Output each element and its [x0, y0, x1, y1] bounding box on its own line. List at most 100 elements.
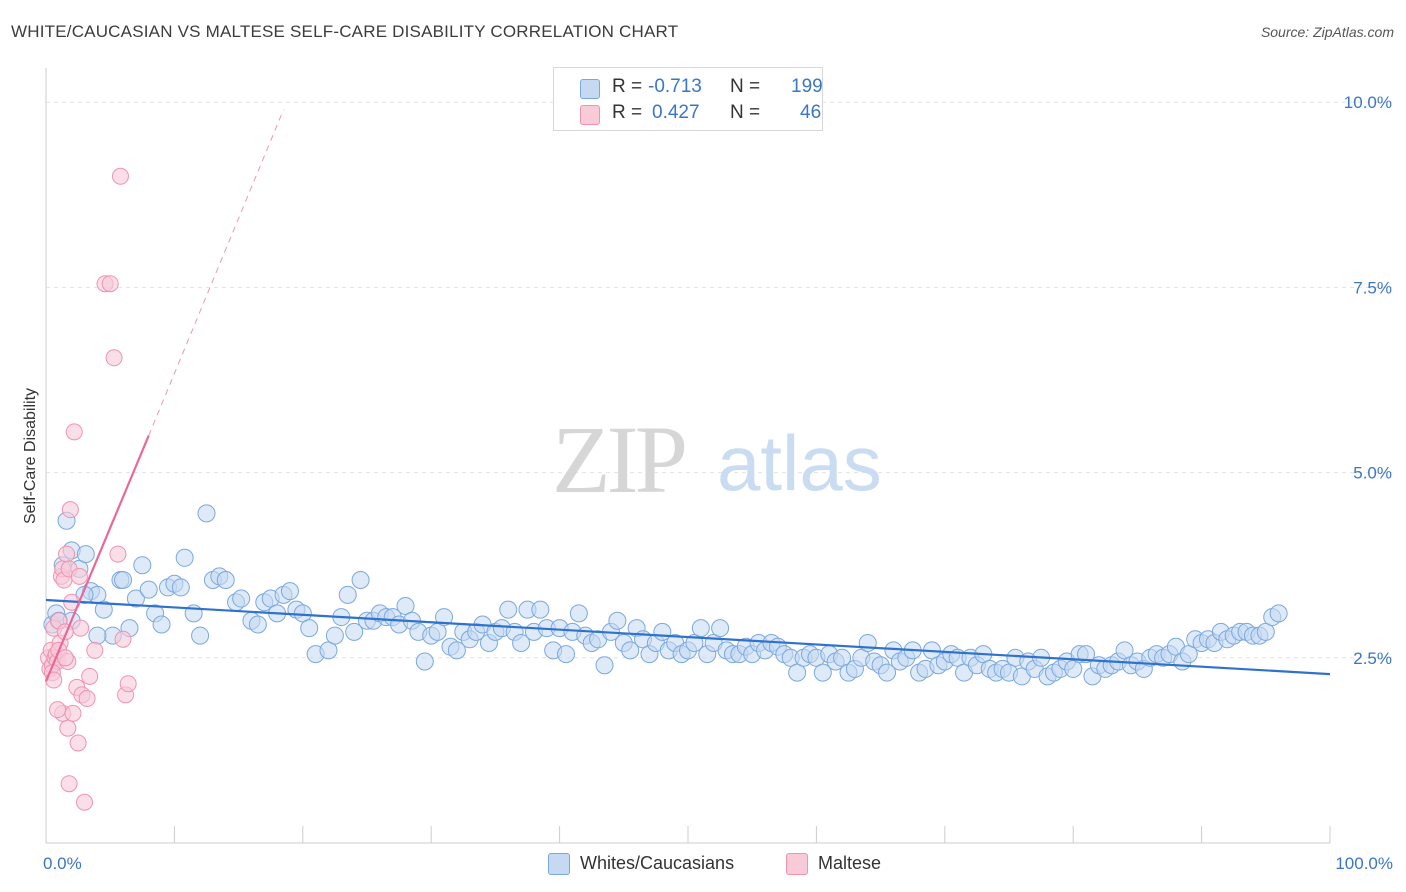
- data-point-whites: [175, 548, 194, 567]
- data-point-whites: [197, 504, 216, 523]
- y-tick-label: 7.5%: [1353, 278, 1392, 297]
- data-point-whites: [711, 619, 730, 638]
- legend-n-label: N =: [730, 102, 761, 123]
- data-point-maltese: [61, 501, 79, 519]
- watermark: ZIP atlas: [552, 406, 882, 513]
- watermark-atlas: atlas: [717, 419, 882, 507]
- data-point-maltese: [119, 675, 137, 693]
- source-label: Source: ZipAtlas.com: [1260, 24, 1394, 40]
- data-point-whites: [557, 645, 576, 664]
- legend-swatch-maltese: [580, 105, 600, 125]
- data-point-whites: [1077, 645, 1096, 664]
- data-point-maltese: [78, 690, 96, 708]
- chart-title: WHITE/CAUCASIAN VS MALTESE SELF-CARE DIS…: [11, 22, 679, 41]
- data-point-maltese: [101, 275, 119, 293]
- data-point-whites: [499, 600, 518, 619]
- data-point-whites: [139, 580, 158, 599]
- data-point-whites: [319, 641, 338, 660]
- trend-line-maltese: [44, 435, 150, 682]
- x-tick-label: 100.0%: [1335, 854, 1393, 873]
- data-point-maltese: [49, 701, 67, 719]
- data-point-maltese: [76, 793, 94, 811]
- data-point-whites: [88, 626, 107, 645]
- data-point-maltese: [72, 619, 90, 637]
- data-point-maltese: [56, 649, 74, 667]
- data-point-whites: [126, 589, 145, 608]
- data-point-whites: [248, 615, 267, 634]
- trend-line-maltese-extrapolated: [148, 109, 285, 436]
- data-point-whites: [531, 600, 550, 619]
- data-point-whites: [191, 626, 210, 645]
- data-point-whites: [1269, 604, 1288, 623]
- data-point-whites: [1064, 659, 1083, 678]
- data-point-whites: [345, 622, 364, 641]
- y-tick-label: 10.0%: [1344, 93, 1392, 112]
- legend-swatch-maltese: [786, 853, 808, 875]
- data-point-whites: [76, 545, 95, 564]
- data-point-whites: [351, 571, 370, 590]
- data-point-whites: [216, 571, 235, 590]
- legend-r-label: R =: [612, 102, 643, 123]
- data-point-maltese: [70, 567, 88, 585]
- data-point-whites: [325, 626, 344, 645]
- series-maltese-points: [40, 167, 137, 811]
- legend-swatch-whites: [548, 853, 570, 875]
- x-tick-label: 0.0%: [43, 854, 82, 873]
- legend-n-label: N =: [730, 76, 761, 97]
- data-point-maltese: [109, 545, 127, 563]
- y-tick-label: 5.0%: [1353, 464, 1392, 483]
- data-point-whites: [152, 615, 171, 634]
- data-point-maltese: [86, 641, 104, 659]
- data-point-whites: [833, 648, 852, 667]
- data-point-maltese: [58, 545, 76, 563]
- legend-swatch-whites: [580, 79, 600, 99]
- data-point-whites: [691, 619, 710, 638]
- data-point-whites: [621, 641, 640, 660]
- tick-labels: 2.5% 5.0% 7.5% 10.0% 0.0% 100.0%: [43, 93, 1393, 873]
- data-point-whites: [569, 604, 588, 623]
- data-point-maltese: [64, 704, 82, 722]
- data-point-whites: [300, 619, 319, 638]
- legend-r-value-whites: -0.713: [648, 76, 702, 97]
- data-point-maltese: [111, 167, 129, 185]
- legend-label-whites: Whites/Caucasians: [580, 853, 735, 873]
- data-point-whites: [447, 641, 466, 660]
- data-point-maltese: [81, 667, 99, 685]
- data-point-maltese: [105, 349, 123, 367]
- axes: [45, 68, 1331, 844]
- data-point-whites: [1179, 645, 1198, 664]
- trend-line-whites: [45, 598, 1331, 676]
- data-point-whites: [396, 596, 415, 615]
- data-point-maltese: [60, 775, 78, 793]
- y-tick-label: 2.5%: [1353, 649, 1392, 668]
- correlation-legend: R = -0.713 N = 199 R = 0.427 N = 46: [553, 67, 823, 131]
- data-point-whites: [858, 633, 877, 652]
- data-point-maltese: [59, 719, 77, 737]
- watermark-zip: ZIP: [552, 406, 685, 513]
- data-point-whites: [608, 611, 627, 630]
- data-point-whites: [94, 600, 113, 619]
- legend-r-value-maltese: 0.427: [652, 102, 700, 123]
- trend-lines: [44, 109, 1331, 682]
- legend-r-label: R =: [612, 76, 643, 97]
- data-point-whites: [813, 663, 832, 682]
- y-axis-label: Self-Care Disability: [22, 388, 39, 524]
- data-point-whites: [171, 578, 190, 597]
- data-point-whites: [1256, 622, 1275, 641]
- data-point-whites: [114, 571, 133, 590]
- data-point-whites: [133, 556, 152, 575]
- data-point-whites: [595, 656, 614, 675]
- data-point-whites: [280, 582, 299, 601]
- data-point-whites: [338, 585, 357, 604]
- legend-n-value-maltese: 46: [800, 102, 822, 123]
- data-point-whites: [435, 608, 454, 627]
- data-point-whites: [1115, 641, 1134, 660]
- data-point-maltese: [114, 630, 132, 648]
- data-point-maltese: [65, 423, 83, 441]
- grid-lines: [46, 101, 1392, 659]
- data-point-whites: [878, 663, 897, 682]
- data-point-whites: [788, 663, 807, 682]
- data-point-whites: [232, 589, 251, 608]
- legend-n-value-whites: 199: [791, 76, 823, 97]
